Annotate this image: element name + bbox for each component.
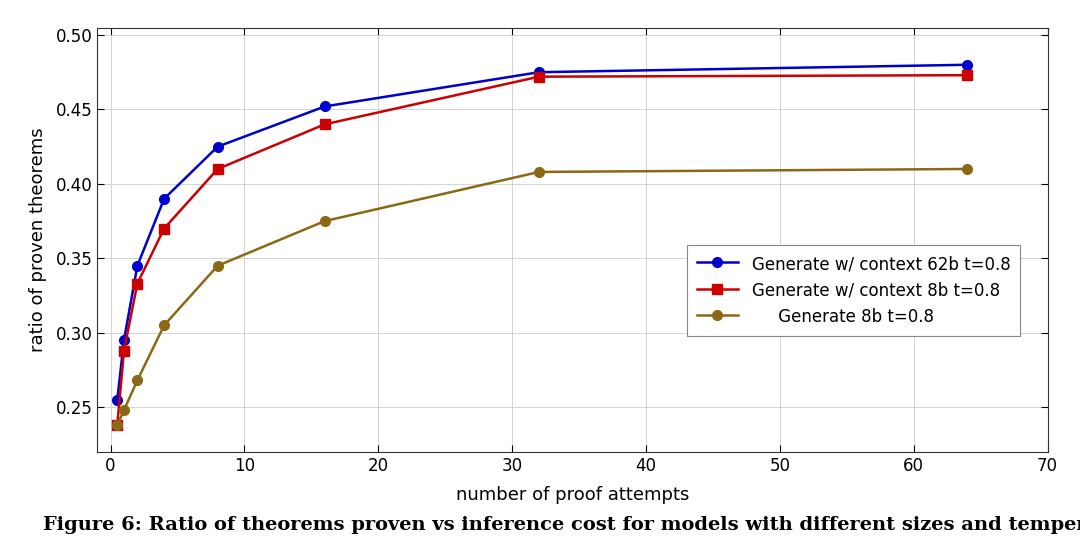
     Generate 8b t=0.8 — [158, 322, 171, 328]
Generate w/ context 62b t=0.8 — [118, 337, 131, 343]
     Generate 8b t=0.8 — [961, 166, 974, 172]
Legend: Generate w/ context 62b t=0.8, Generate w/ context 8b t=0.8,      Generate 8b t=: Generate w/ context 62b t=0.8, Generate … — [687, 245, 1021, 336]
     Generate 8b t=0.8 — [111, 422, 124, 428]
X-axis label: number of proof attempts: number of proof attempts — [456, 486, 689, 504]
Generate w/ context 8b t=0.8 — [961, 72, 974, 78]
Generate w/ context 8b t=0.8 — [131, 280, 144, 287]
     Generate 8b t=0.8 — [319, 218, 332, 224]
     Generate 8b t=0.8 — [532, 169, 545, 175]
Generate w/ context 62b t=0.8 — [532, 69, 545, 75]
Generate w/ context 8b t=0.8 — [158, 225, 171, 232]
Generate w/ context 8b t=0.8 — [319, 121, 332, 128]
Generate w/ context 62b t=0.8 — [961, 62, 974, 68]
Generate w/ context 62b t=0.8 — [111, 396, 124, 403]
Generate w/ context 62b t=0.8 — [319, 103, 332, 110]
     Generate 8b t=0.8 — [212, 262, 225, 269]
Generate w/ context 8b t=0.8 — [111, 422, 124, 428]
Generate w/ context 62b t=0.8 — [131, 262, 144, 269]
Generate w/ context 62b t=0.8 — [212, 143, 225, 150]
Y-axis label: ratio of proven theorems: ratio of proven theorems — [29, 127, 48, 352]
     Generate 8b t=0.8 — [118, 407, 131, 413]
Generate w/ context 8b t=0.8 — [212, 166, 225, 172]
     Generate 8b t=0.8 — [131, 377, 144, 383]
Generate w/ context 8b t=0.8 — [118, 347, 131, 354]
Line: Generate w/ context 8b t=0.8: Generate w/ context 8b t=0.8 — [112, 71, 972, 430]
Generate w/ context 8b t=0.8 — [532, 73, 545, 80]
Text: Figure 6: Ratio of theorems proven vs inference cost for models with different s: Figure 6: Ratio of theorems proven vs in… — [43, 516, 1080, 534]
Line: Generate w/ context 62b t=0.8: Generate w/ context 62b t=0.8 — [112, 60, 972, 404]
Line:      Generate 8b t=0.8: Generate 8b t=0.8 — [112, 164, 972, 430]
Generate w/ context 62b t=0.8 — [158, 196, 171, 202]
